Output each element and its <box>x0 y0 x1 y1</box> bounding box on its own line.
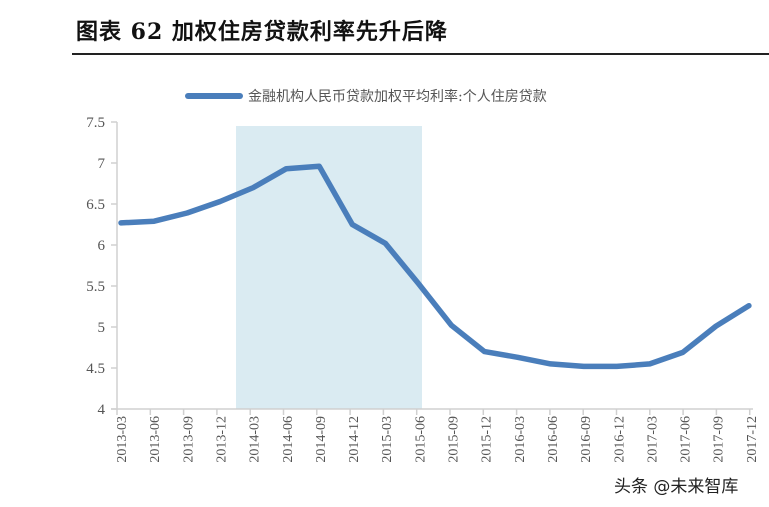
series-line <box>118 163 752 370</box>
x-tick-label: 2017-12 <box>745 416 760 463</box>
x-tick-label: 2013-03 <box>115 416 130 463</box>
data-series <box>118 163 752 370</box>
y-tick-label: 4.5 <box>86 361 105 377</box>
highlight-band <box>236 126 422 409</box>
shaded-region <box>236 126 422 409</box>
x-tick-label: 2016-03 <box>513 416 528 463</box>
watermark: 头条 @未来智库 <box>614 477 739 497</box>
title-divider <box>72 53 769 55</box>
x-tick-label: 2015-03 <box>380 416 395 463</box>
x-tick-label: 2017-03 <box>645 416 660 463</box>
x-tick-label: 2013-06 <box>148 416 163 463</box>
x-tick-label: 2017-06 <box>679 416 694 463</box>
x-tick-label: 2014-09 <box>314 416 329 463</box>
chart-title: 图表 62 加权住房贷款利率先升后降 <box>76 19 448 45</box>
y-tick-label: 5 <box>98 320 106 336</box>
x-tick-label: 2016-09 <box>579 416 594 463</box>
x-tick-label: 2017-09 <box>712 416 727 463</box>
y-tick-label: 7.5 <box>86 115 105 131</box>
x-tick-label: 2016-12 <box>612 416 627 463</box>
x-tick-label: 2013-12 <box>214 416 229 463</box>
y-tick-label: 4 <box>98 402 106 418</box>
y-tick-label: 6.5 <box>86 197 105 213</box>
axes: 7.5 7 6.5 6 5.5 5 4.5 4 2013-03 2013-06 2013-09 201… <box>86 115 760 463</box>
y-tick-label: 7 <box>98 156 106 172</box>
x-tick-label: 2015-12 <box>480 416 495 463</box>
x-tick-label: 2015-06 <box>413 416 428 463</box>
x-tick-label: 2014-06 <box>281 416 296 463</box>
x-tick-label: 2013-09 <box>181 416 196 463</box>
y-tick-label: 5.5 <box>86 279 105 295</box>
legend: 金融机构人民币贷款加权平均利率:个人住房贷款 <box>185 88 547 105</box>
x-tick-label: 2014-03 <box>248 416 263 463</box>
legend-label: 金融机构人民币贷款加权平均利率:个人住房贷款 <box>248 88 547 105</box>
y-tick-label: 6 <box>98 238 106 254</box>
x-tick-label: 2015-09 <box>447 416 462 463</box>
x-tick-label: 2016-06 <box>546 416 561 463</box>
x-tick-label: 2014-12 <box>347 416 362 463</box>
